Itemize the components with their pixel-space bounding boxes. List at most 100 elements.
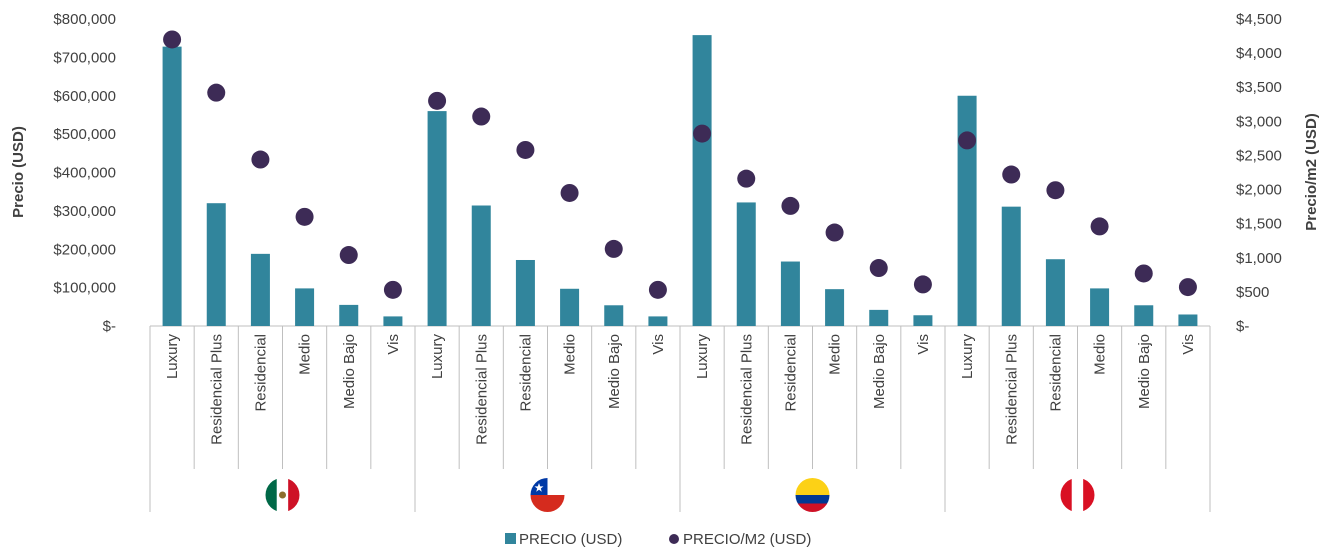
point-precio-m2 xyxy=(516,140,535,159)
point-precio-m2 xyxy=(825,223,844,242)
y-axis-title: Precio (USD) xyxy=(10,126,27,218)
y-tick-label: $200,000 xyxy=(53,241,116,258)
y-tick-label: $400,000 xyxy=(53,165,116,182)
point-precio-m2 xyxy=(1178,278,1197,297)
bar-precio xyxy=(1001,206,1021,326)
y-right-tick-label: $1,500 xyxy=(1236,216,1282,233)
category-label: Luxury xyxy=(959,334,976,380)
category-label: Residencial xyxy=(517,334,534,412)
point-precio-m2 xyxy=(1046,181,1065,200)
bar-precio xyxy=(383,316,403,326)
category-label: Residencial Plus xyxy=(738,334,755,445)
bars-layer xyxy=(162,35,1198,327)
bar-precio xyxy=(913,315,933,326)
bar-precio xyxy=(206,203,226,326)
bar-precio xyxy=(692,35,712,327)
legend-label-precio-m2: PRECIO/M2 (USD) xyxy=(683,531,811,548)
point-precio-m2 xyxy=(737,169,756,188)
category-label: Medio Bajo xyxy=(1136,334,1153,409)
y-right-tick-label: $500 xyxy=(1236,284,1269,301)
point-precio-m2 xyxy=(1134,264,1153,283)
category-label: Medio Bajo xyxy=(606,334,623,409)
y-tick-label: $300,000 xyxy=(53,203,116,220)
category-label: Medio xyxy=(1092,334,1109,375)
point-precio-m2 xyxy=(163,30,182,49)
point-precio-m2 xyxy=(207,83,226,102)
legend-point-swatch xyxy=(669,534,679,544)
point-precio-m2 xyxy=(251,150,270,169)
bar-precio xyxy=(1045,259,1065,326)
point-precio-m2 xyxy=(295,207,314,226)
category-label: Luxury xyxy=(429,334,446,380)
point-precio-m2 xyxy=(648,280,667,299)
flags-layer xyxy=(265,478,1095,512)
point-precio-m2 xyxy=(383,280,402,299)
bar-precio xyxy=(471,205,491,326)
points-layer xyxy=(163,30,1197,299)
legend-bar-swatch xyxy=(505,533,516,544)
category-label: Luxury xyxy=(694,334,711,380)
axes-layer xyxy=(149,325,1211,512)
y-right-tick-label: $4,000 xyxy=(1236,45,1282,62)
category-label: Residencial xyxy=(1047,334,1064,412)
bar-precio xyxy=(825,289,845,326)
bar-precio xyxy=(162,46,182,326)
category-label: Vis xyxy=(915,334,932,355)
point-precio-m2 xyxy=(604,239,623,258)
point-precio-m2 xyxy=(869,259,888,278)
y-tick-label: $800,000 xyxy=(53,11,116,28)
point-precio-m2 xyxy=(913,275,932,294)
point-precio-m2 xyxy=(1090,217,1109,236)
category-label: Vis xyxy=(385,334,402,355)
bar-precio xyxy=(560,288,580,326)
bar-precio xyxy=(427,111,447,326)
bar-precio xyxy=(1134,305,1154,326)
y-tick-label: $100,000 xyxy=(53,280,116,297)
category-label: Medio xyxy=(827,334,844,375)
point-precio-m2 xyxy=(958,131,977,150)
y-right-tick-label: $- xyxy=(1236,318,1249,335)
y-tick-label: $600,000 xyxy=(53,88,116,105)
bar-precio xyxy=(780,261,800,326)
y-right-tick-label: $4,500 xyxy=(1236,11,1282,28)
bar-precio xyxy=(295,288,315,326)
y-right-axis-title: Precio/m2 (USD) xyxy=(1303,113,1320,231)
y-right-tick-label: $2,000 xyxy=(1236,182,1282,199)
labels-layer: $- $100,000 $200,000 $300,000 $400,000 $500,0… xyxy=(10,11,1320,445)
bar-precio xyxy=(648,316,668,326)
legend-label-precio: PRECIO (USD) xyxy=(519,531,622,548)
bar-precio xyxy=(339,304,359,326)
y-right-tick-label: $3,500 xyxy=(1236,79,1282,96)
mexico-flag xyxy=(265,478,300,512)
y-tick-label: $700,000 xyxy=(53,49,116,66)
category-label: Medio xyxy=(562,334,579,375)
bar-precio xyxy=(957,95,977,326)
point-precio-m2 xyxy=(428,91,447,110)
y-right-tick-label: $2,500 xyxy=(1236,147,1282,164)
y-right-tick-label: $3,000 xyxy=(1236,113,1282,130)
y-tick-label: $- xyxy=(103,318,116,335)
category-label: Medio Bajo xyxy=(341,334,358,409)
category-label: Vis xyxy=(1180,334,1197,355)
bar-precio xyxy=(250,253,270,326)
point-precio-m2 xyxy=(781,196,800,215)
bar-precio xyxy=(604,305,624,326)
category-label: Vis xyxy=(650,334,667,355)
point-precio-m2 xyxy=(1002,165,1021,184)
point-precio-m2 xyxy=(339,246,358,265)
category-label: Residencial Plus xyxy=(473,334,490,445)
point-precio-m2 xyxy=(560,183,579,202)
point-precio-m2 xyxy=(472,107,491,126)
bar-precio xyxy=(1090,288,1110,326)
category-label: Medio xyxy=(297,334,314,375)
colombia-flag xyxy=(795,478,830,512)
peru-flag xyxy=(1060,478,1095,512)
category-label: Luxury xyxy=(164,334,181,380)
y-tick-label: $500,000 xyxy=(53,126,116,143)
y-right-tick-label: $1,000 xyxy=(1236,250,1282,267)
category-label: Residencial Plus xyxy=(1003,334,1020,445)
bar-precio xyxy=(1178,314,1198,326)
bar-precio xyxy=(869,309,889,326)
category-label: Residencial xyxy=(782,334,799,412)
category-label: Residencial Plus xyxy=(208,334,225,445)
